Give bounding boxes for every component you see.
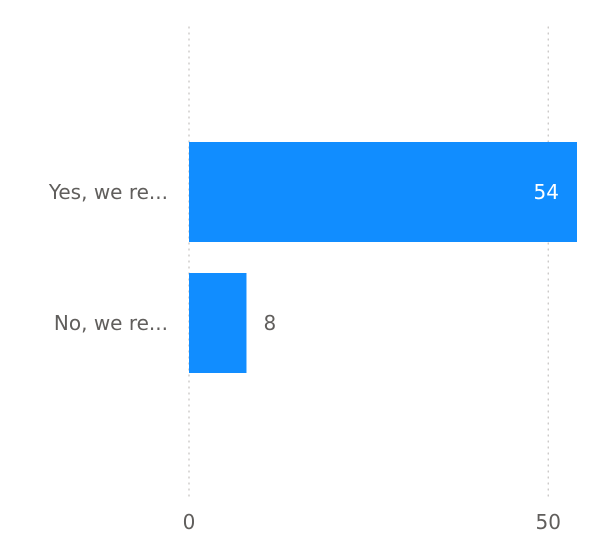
data-label: 54 — [534, 180, 559, 204]
data-labels: 54 8 — [263, 180, 559, 335]
bar-0 — [189, 142, 577, 242]
x-axis-ticks: 0 50 — [183, 510, 561, 534]
gridlines — [188, 26, 549, 499]
bars — [189, 142, 577, 373]
category-label: No, we re... — [54, 311, 168, 335]
x-tick-label: 0 — [183, 510, 196, 534]
bar-1 — [189, 273, 247, 373]
x-tick-label: 50 — [536, 510, 561, 534]
data-label: 8 — [263, 311, 276, 335]
category-label: Yes, we re... — [48, 180, 168, 204]
category-labels: Yes, we re... No, we re... — [48, 180, 168, 335]
